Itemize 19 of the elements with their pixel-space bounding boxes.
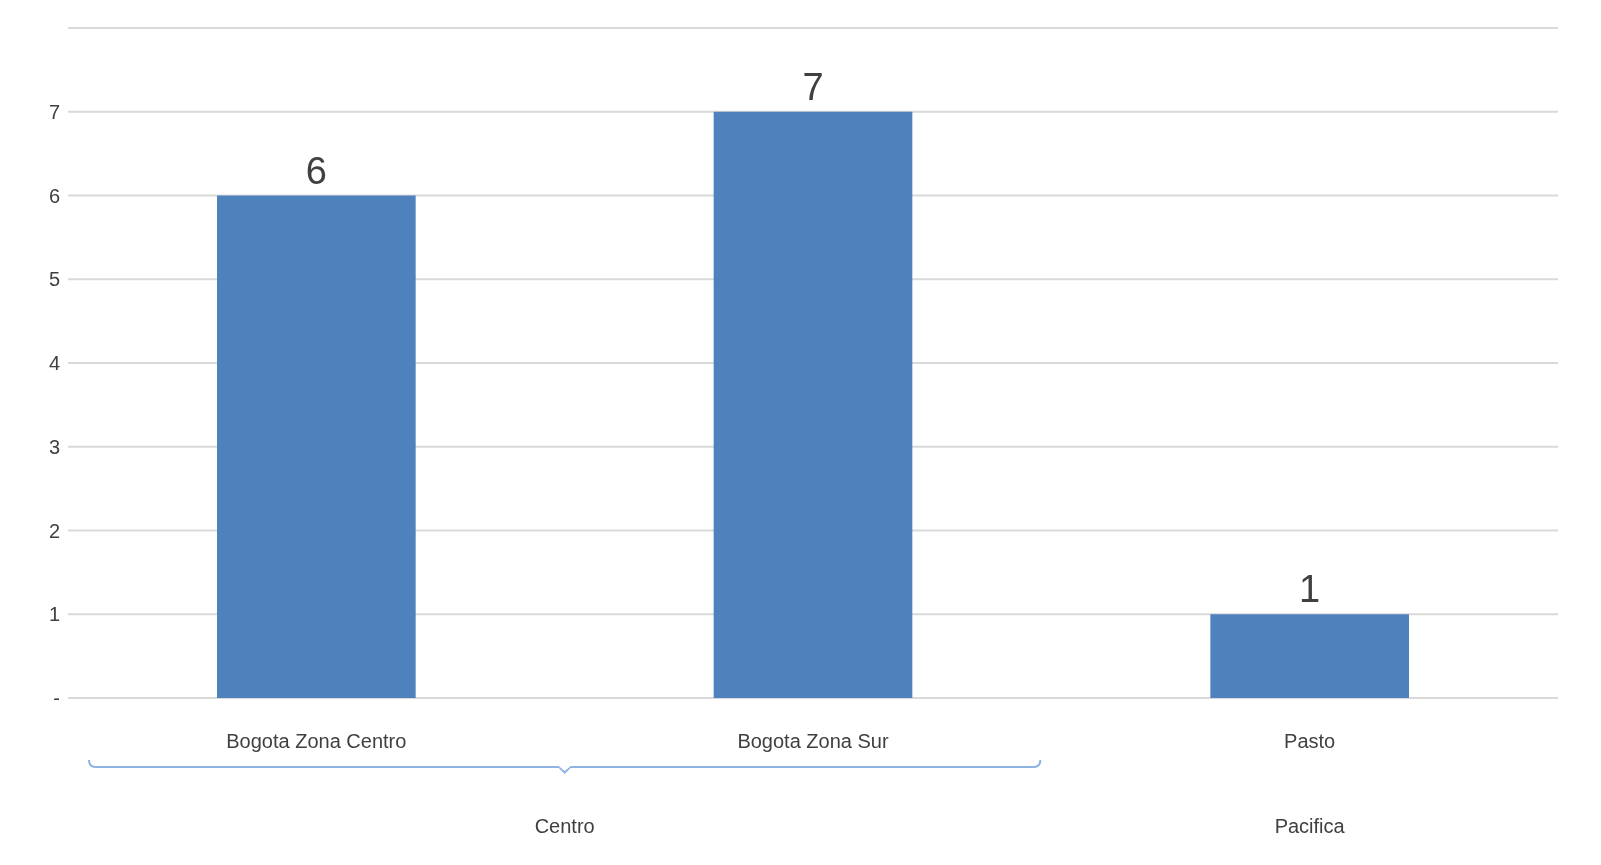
text: Pacifica: [1274, 815, 1346, 837]
bar: [1210, 614, 1409, 698]
bar: [713, 111, 913, 698]
data-label: 1: [1299, 568, 1321, 611]
y-tick-label: 6: [48, 184, 60, 207]
x-tick-label: Bogota Zona Centro: [226, 730, 407, 753]
x-tick-label: Pasto: [1284, 730, 1336, 753]
y-tick-label: 1: [48, 603, 60, 626]
data-label: 6: [305, 149, 327, 192]
y-tick-label: 3: [48, 435, 60, 458]
y-tick-label: 2: [48, 519, 60, 542]
y-tick-label: 7: [48, 100, 60, 123]
bar: [217, 195, 416, 698]
y-tick-label: -: [53, 687, 60, 710]
y-tick-label: 5: [48, 268, 60, 291]
text: Centro: [534, 815, 595, 837]
x-tick-label: Bogota Zona Sur: [737, 730, 889, 753]
data-label: 7: [802, 65, 824, 108]
y-tick-label: 4: [48, 352, 60, 375]
